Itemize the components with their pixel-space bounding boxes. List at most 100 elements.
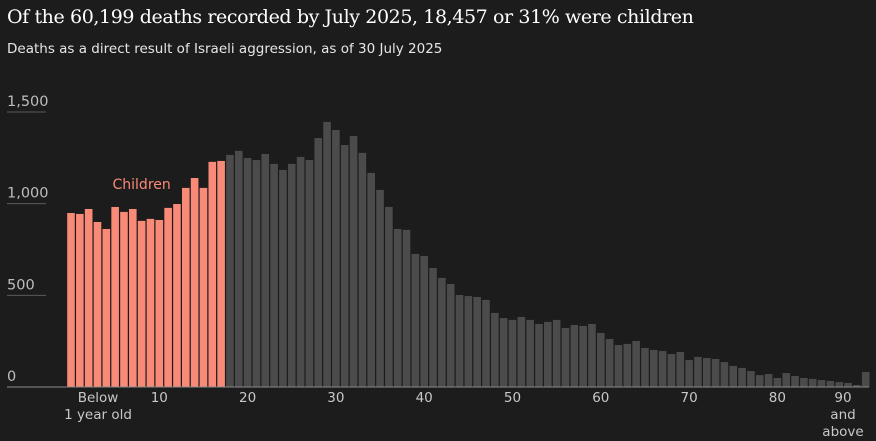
bar	[226, 154, 234, 387]
x-tick-label: 70	[680, 390, 698, 406]
y-tick-label: 0	[7, 369, 16, 385]
bar	[464, 296, 473, 387]
bar	[234, 150, 243, 387]
bar	[570, 325, 579, 387]
bar	[296, 156, 305, 387]
bar	[817, 380, 826, 387]
bar	[323, 121, 331, 388]
bar	[429, 268, 437, 387]
bar	[711, 358, 720, 387]
bar	[579, 325, 587, 387]
bar	[376, 189, 384, 387]
bar	[720, 362, 729, 387]
bar	[155, 219, 164, 387]
bar	[764, 373, 773, 387]
bar	[694, 356, 702, 387]
bar	[393, 228, 402, 387]
bar	[217, 160, 225, 387]
bar	[791, 376, 799, 387]
bar	[111, 206, 119, 387]
bar	[270, 163, 278, 387]
x-tick-label: Below 1 year old	[64, 390, 132, 423]
bar	[853, 384, 861, 387]
y-tick-label: 1,500	[7, 94, 49, 110]
bar	[517, 316, 526, 387]
bar	[826, 380, 835, 387]
bar	[499, 318, 508, 387]
x-tick-label: 40	[415, 390, 433, 406]
bar	[349, 136, 358, 387]
y-tick-label: 1,000	[7, 186, 49, 202]
bar	[702, 358, 711, 387]
bar	[137, 220, 146, 387]
bar	[208, 161, 217, 387]
bar	[199, 187, 208, 387]
x-tick-label: 20	[239, 390, 257, 406]
bar	[190, 178, 199, 387]
bar	[782, 373, 791, 387]
bar	[588, 323, 596, 387]
x-tick-label: 90 and above	[822, 390, 864, 440]
bar	[561, 327, 570, 387]
bar	[367, 172, 376, 387]
bar	[340, 145, 349, 387]
bar	[146, 218, 155, 387]
x-tick-label: 60	[592, 390, 610, 406]
x-tick-label: 50	[503, 390, 522, 406]
bar	[243, 158, 252, 387]
bar	[455, 294, 464, 387]
chart-subtitle: Deaths as a direct result of Israeli agg…	[7, 41, 443, 57]
bar	[84, 208, 93, 387]
bar	[173, 204, 181, 387]
chart: 0 500 1,000 1,500 Children	[7, 94, 870, 388]
bar	[385, 206, 393, 387]
x-tick-label: 10	[150, 390, 168, 406]
annotation: Children	[113, 177, 171, 193]
bar	[164, 207, 172, 387]
bar	[738, 367, 746, 387]
bar	[67, 213, 75, 387]
bar	[93, 222, 102, 387]
bar	[438, 277, 446, 387]
bar	[332, 129, 340, 387]
bar	[641, 347, 649, 387]
y-tick-label: 500	[7, 277, 35, 293]
bar	[129, 208, 137, 387]
bar	[685, 360, 693, 387]
bar	[314, 138, 323, 387]
bar	[402, 229, 411, 387]
x-tick-label: 80	[768, 390, 786, 406]
bar	[808, 378, 817, 387]
bar	[411, 253, 420, 387]
bar	[473, 296, 481, 387]
bar	[252, 160, 261, 387]
bar	[614, 345, 623, 387]
bar	[552, 319, 561, 387]
bar	[658, 351, 667, 387]
x-tick-label: 30	[327, 390, 345, 406]
chart-title: Of the 60,199 deaths recorded by July 20…	[7, 6, 694, 28]
bar	[420, 255, 428, 387]
bar	[482, 299, 490, 387]
bar	[605, 338, 614, 387]
bar	[181, 187, 190, 387]
bar	[729, 365, 738, 387]
bar	[358, 152, 367, 387]
page: {"chart_data": {"type": "bar", "title": …	[7, 6, 870, 440]
bar	[261, 153, 270, 387]
bar	[800, 378, 808, 387]
bar	[667, 354, 676, 387]
bar	[305, 160, 314, 387]
bar	[861, 371, 870, 387]
bar	[844, 382, 852, 387]
bar	[835, 382, 844, 387]
bar	[649, 349, 658, 387]
bar	[526, 319, 534, 387]
bar	[747, 371, 755, 387]
bar	[102, 228, 111, 387]
bar	[76, 213, 84, 387]
bar	[535, 323, 543, 387]
bar	[120, 211, 128, 387]
bar	[597, 332, 605, 387]
bar	[446, 283, 455, 387]
